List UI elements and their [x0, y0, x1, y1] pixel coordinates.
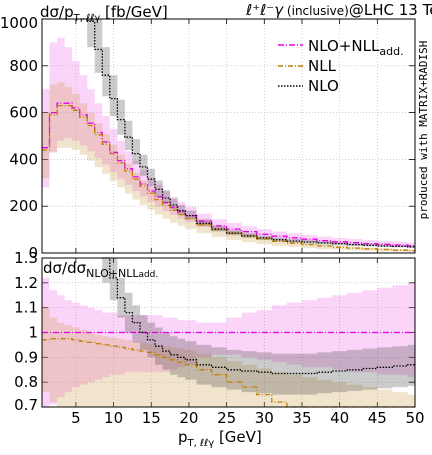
main-band-nlo-nll [42, 37, 415, 248]
ratio-y-label: dσ/dσNLO+NLLadd. [43, 259, 158, 280]
chart-title: ℓ⁺ℓ⁻γ (inclusive)@LHC 13 TeV [245, 1, 432, 19]
side-label: produced with MATRIX+RADISH [417, 41, 430, 220]
ratio-band-nlo-nll [42, 277, 415, 407]
main-band-nll [42, 82, 415, 252]
ratio-y-tick-label: 0.7 [14, 396, 38, 414]
ratio-band-nll [42, 307, 415, 407]
x-tick-label: 25 [217, 409, 236, 427]
main-y-label: dσ/pT, ℓℓγ [fb/GeV] [40, 3, 168, 24]
ratio-band-nlo [102, 258, 416, 395]
x-tick-label: 35 [292, 409, 311, 427]
main-band-nlo [79, 19, 415, 248]
main-y-tick-label: 600 [9, 104, 38, 122]
main-panel-frame [41, 18, 416, 254]
ratio-y-tick-label: 1.1 [14, 299, 38, 317]
ratio-y-tick-label: 0.9 [14, 348, 38, 366]
x-tick-label: 15 [142, 409, 161, 427]
main-y-tick-label: 200 [9, 197, 38, 215]
ratio-line-nlo [102, 257, 415, 375]
main-lines [42, 18, 415, 252]
main-grid [42, 18, 416, 254]
main-y-tick-label: 0 [28, 244, 38, 262]
ratio-panel-frame [41, 257, 416, 408]
x-tick-label: 20 [179, 409, 198, 427]
legend-label-nlo-nll: NLO+NLLadd. [308, 37, 404, 58]
main-line-nlo-nll [42, 102, 415, 247]
main-bands [42, 19, 415, 252]
ratio-y-tick-label: 1.2 [14, 274, 38, 292]
ratio-y-tick-label: 0.8 [14, 373, 38, 391]
x-tick-label: 30 [255, 409, 274, 427]
x-tick-label: 40 [330, 409, 349, 427]
legend-label-nlo: NLO [308, 77, 339, 95]
ratio-lines [42, 257, 415, 408]
ratio-y-tick-label: 1 [28, 324, 38, 342]
ratio-y-ticks: 0.7 0.8 0.9 1 1.1 1.2 1.3 [14, 249, 38, 414]
main-line-nlo [79, 18, 415, 248]
ratio-line-nll [42, 338, 415, 408]
legend-label-nll: NLL [308, 57, 337, 75]
main-y-ticks: 0 200 400 600 800 1000 [0, 14, 38, 262]
x-tick-label: 5 [71, 409, 81, 427]
x-tick-label: 50 [405, 409, 424, 427]
ratio-y-tick-label: 1.3 [14, 249, 38, 267]
x-tick-label: 45 [368, 409, 387, 427]
x-tick-labels: 5 10 15 20 25 30 35 40 45 50 [71, 409, 424, 427]
legend: NLO+NLLadd. NLL NLO [278, 37, 404, 95]
x-axis-label: pT, ℓℓγ [GeV] [178, 428, 262, 449]
ratio-bands [42, 258, 416, 407]
main-y-tick-label: 400 [9, 150, 38, 168]
main-y-tick-label: 1000 [0, 14, 38, 32]
main-y-tick-label: 800 [9, 57, 38, 75]
x-tick-label: 10 [104, 409, 123, 427]
